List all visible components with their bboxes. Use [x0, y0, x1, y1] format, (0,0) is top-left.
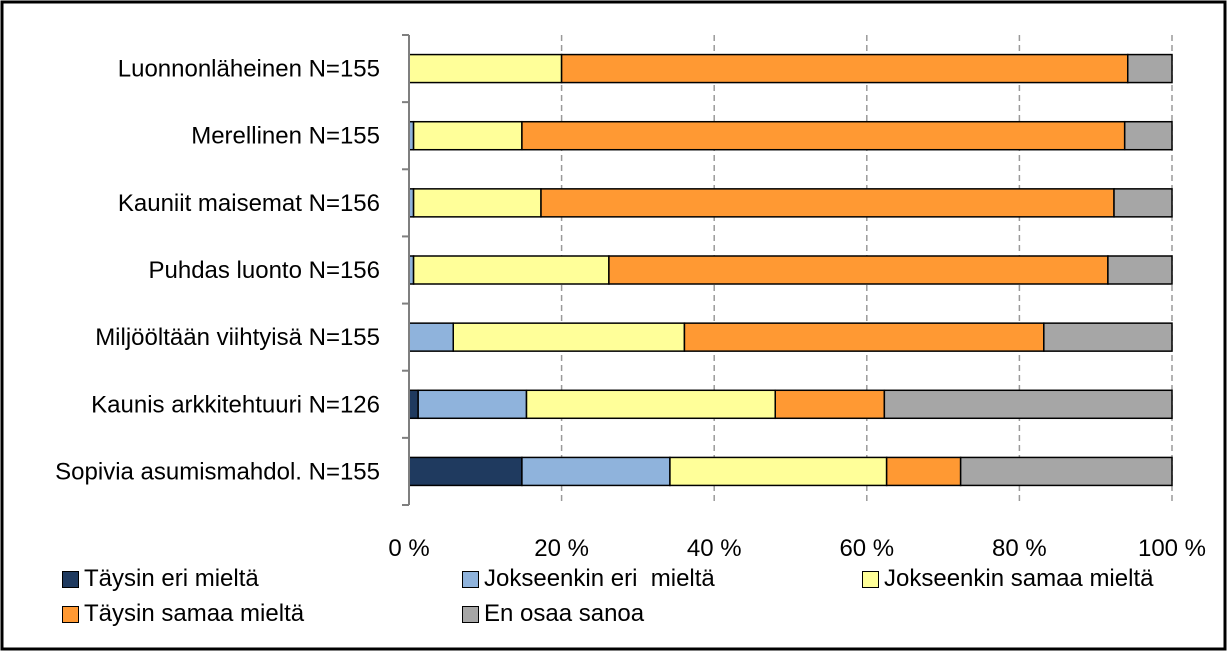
legend-item: Jokseenkin eri mieltä [462, 564, 715, 594]
bar-segment [408, 456, 523, 487]
bar-segment [1113, 188, 1173, 218]
bar-segment [774, 389, 886, 420]
x-tick-label: 60 % [839, 535, 894, 562]
legend-label: Täysin samaa mieltä [84, 600, 305, 627]
legend-swatch [62, 570, 79, 588]
bar-segment [412, 188, 542, 218]
bar-segment [1123, 120, 1173, 151]
legend-item: Täysin samaa mieltä [62, 599, 304, 629]
x-tick-label: 80 % [992, 535, 1047, 562]
category-label: Puhdas luonto N=156 [148, 257, 380, 284]
category-label: Miljööltään viihtyisä N=155 [95, 324, 380, 351]
category-label: Kaunis arkkitehtuuri N=126 [91, 391, 380, 418]
bar-segment [608, 255, 1109, 285]
legend: Täysin eri mieltä Jokseenkin eri mieltä Jo… [0, 558, 1227, 638]
legend-label: Jokseenkin eri mieltä [484, 565, 715, 592]
legend-swatch [862, 570, 879, 588]
x-tick-labels: 0 % 20 % 40 % 60 % 80 % 100 % [388, 535, 1206, 562]
category-labels: Luonnonläheinen N=155 Merellinen N=155 Kau… [55, 56, 380, 486]
legend-swatch [62, 605, 79, 623]
legend-item: En osaa sanoa [462, 599, 644, 629]
bar-segment [408, 389, 419, 420]
bar-segment [883, 389, 1173, 420]
legend-item: Täysin eri mieltä [62, 564, 259, 594]
category-label: Merellinen N=155 [191, 123, 380, 150]
bars [408, 53, 1173, 487]
legend-label: Täysin eri mieltä [84, 565, 259, 592]
bar-segment [540, 188, 1115, 218]
legend-swatch [462, 570, 479, 588]
bar-segment [959, 456, 1173, 487]
x-tick-label: 100 % [1138, 535, 1206, 562]
bar-segment [525, 389, 776, 420]
bar-segment [408, 53, 563, 84]
bar-segment [683, 322, 1045, 352]
x-tick-label: 40 % [687, 535, 742, 562]
category-label: Sopivia asumismahdol. N=155 [55, 458, 380, 485]
legend-label: En osaa sanoa [484, 600, 645, 627]
x-tick-label: 0 % [388, 535, 429, 562]
bar-segment [1107, 255, 1173, 285]
axes [402, 34, 410, 506]
bar-segment [452, 322, 686, 352]
bar-segment [412, 255, 610, 285]
bar-segment [1126, 53, 1173, 84]
bar-segment [408, 322, 455, 352]
legend-item: Jokseenkin samaa mieltä [862, 564, 1153, 594]
bar-segment [669, 456, 888, 487]
legend-swatch [462, 605, 479, 623]
bar-segment [885, 456, 962, 487]
legend-label: Jokseenkin samaa mieltä [884, 565, 1154, 592]
bar-segment [521, 120, 1126, 151]
x-tick-label: 20 % [534, 535, 589, 562]
bar-segment [1043, 322, 1173, 352]
category-label: Luonnonläheinen N=155 [118, 56, 380, 83]
category-label: Kauniit maisemat N=156 [118, 190, 380, 217]
bar-segment [412, 120, 523, 151]
bar-segment [417, 389, 528, 420]
bar-segment [521, 456, 671, 487]
bar-segment [560, 53, 1129, 84]
